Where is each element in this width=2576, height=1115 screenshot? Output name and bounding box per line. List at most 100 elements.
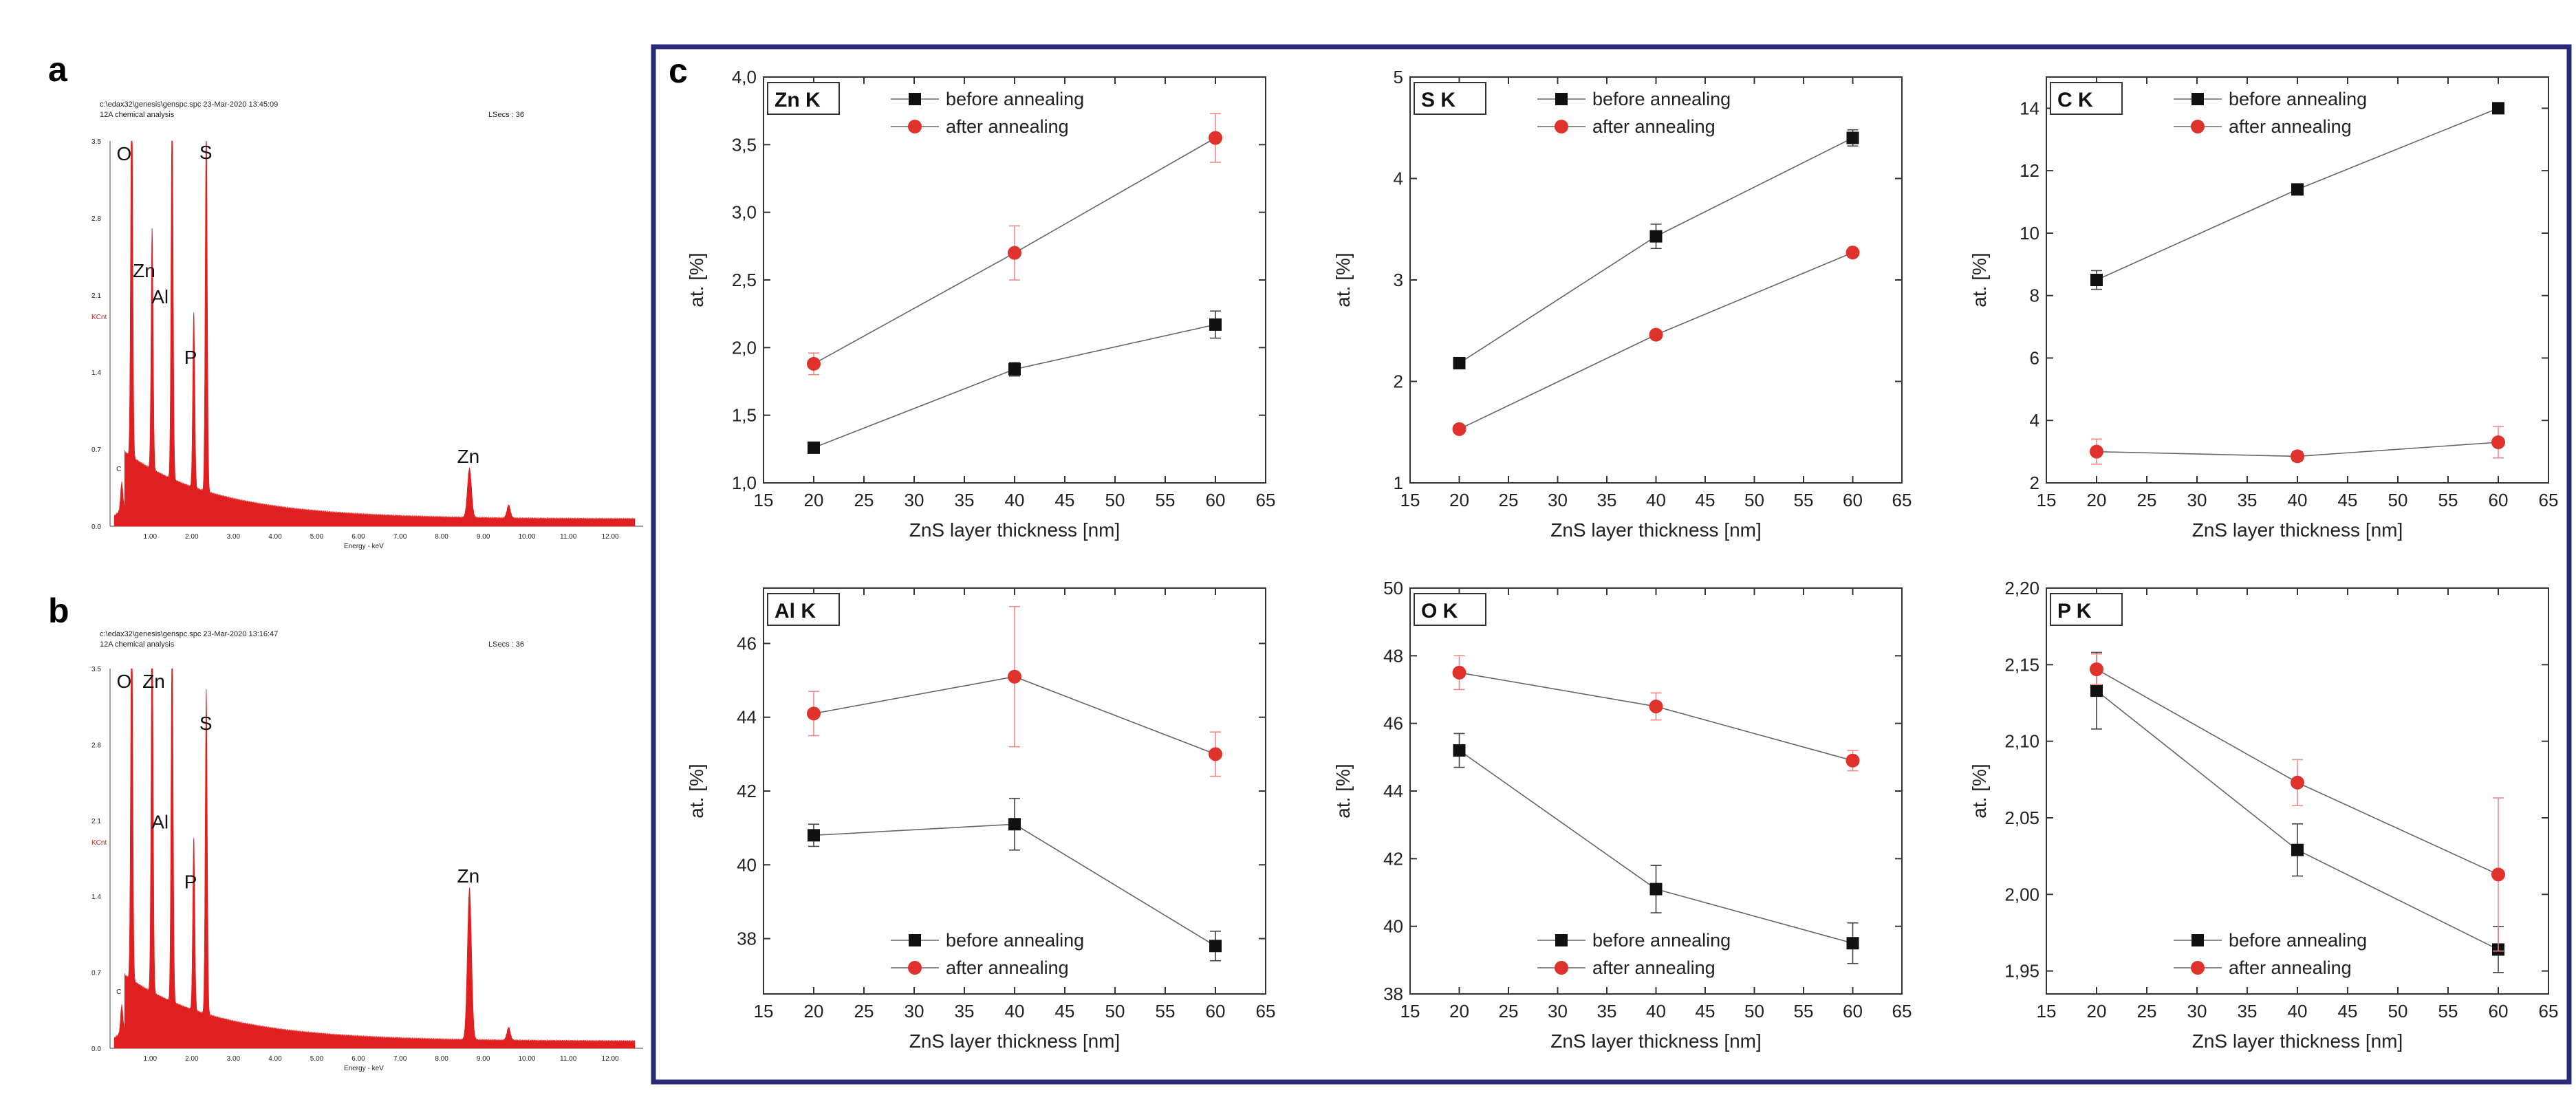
element-label-box [1414, 593, 1486, 626]
edx-x-tick-label: 5.00 [310, 533, 324, 541]
edx-x-tick-label: 1.00 [144, 1055, 158, 1063]
edx-x-tick-label: 5.00 [310, 1055, 324, 1063]
element-charts: 15 20 25 30 35 40 45 50 55 60 651,01,52,02,53,03,5… [686, 67, 2558, 1052]
x-tick-label: 15 [2037, 1001, 2057, 1021]
y-tick-label: 1 [1394, 473, 1403, 493]
edx-x-tick-label: 6.00 [351, 533, 365, 541]
element-label-text: Zn K [775, 89, 821, 111]
legend-marker-square [1555, 934, 1568, 946]
edx-x-tick-label: 2.00 [185, 1055, 199, 1063]
legend-marker-square [1555, 93, 1568, 105]
edx-x-tick-label: 7.00 [393, 533, 407, 541]
edx-header-title: 12A chemical analysis [100, 111, 175, 119]
y-tick-label: 3 [1394, 270, 1403, 290]
x-tick-label: 60 [1206, 1001, 1226, 1021]
legend-label: before annealing [1592, 89, 1731, 109]
element-label-box [2050, 593, 2123, 626]
edx-spectrum-b: b c:\edax32\genesis\genspc.spc 23-Mar-20… [48, 592, 643, 1072]
data-point-square [1649, 883, 1663, 896]
edx-peak-label: S [199, 142, 213, 163]
edx-y-tick-label: 3.5 [91, 138, 101, 146]
chart-al-k: 15 20 25 30 35 40 45 50 55 60 65 38 40 42 44 46 ZnS laye… [686, 587, 1276, 1052]
edx-header-lsecs: LSecs : 36 [488, 640, 524, 649]
data-point-circle [1649, 327, 1663, 342]
x-tick-label: 40 [2288, 490, 2308, 510]
chart-zn-k: 15 20 25 30 35 40 45 50 55 60 65 1,0 1,5 2,0 2,5 3,0 3,5… [686, 67, 1275, 541]
y-tick-label: 38 [1383, 984, 1403, 1004]
element-label-text: O K [1421, 600, 1458, 623]
edx-header-path: c:\edax32\genesis\genspc.spc 23-Mar-2020… [100, 100, 278, 109]
x-tick-label: 35 [2238, 1001, 2258, 1021]
y-axis-title: at. [%] [1969, 764, 1990, 818]
x-tick-label: 20 [1449, 490, 1469, 510]
legend-label: before annealing [1592, 930, 1731, 951]
x-axis-title: ZnS layer thickness [nm] [909, 1030, 1121, 1052]
edx-header-title: 12A chemical analysis [100, 640, 175, 649]
y-tick-label: 5 [1394, 67, 1403, 87]
edx-y-axis-label: KCnt [91, 839, 107, 847]
x-tick-label: 50 [2388, 490, 2408, 510]
x-tick-label: 65 [1892, 1001, 1912, 1021]
element-label-box [2050, 82, 2123, 115]
y-tick-label: 2 [2030, 473, 2039, 493]
edx-spectrum-a: a c:\edax32\genesis\genspc.spc 23-Mar-20… [48, 50, 643, 550]
edx-y-tick-label: 2.1 [91, 292, 101, 300]
x-tick-label: 65 [2539, 1001, 2559, 1021]
edx-peak-label: Al [151, 812, 169, 833]
data-point-square [808, 441, 820, 454]
legend-label: after annealing [946, 957, 1069, 978]
series-after-annealing [807, 606, 1222, 777]
edx-c-label: C [116, 466, 121, 473]
legend: before annealing after annealing [891, 89, 1084, 137]
x-tick-label: 65 [1256, 490, 1276, 510]
x-tick-label: 20 [1449, 1001, 1469, 1021]
x-tick-label: 20 [2087, 1001, 2107, 1021]
x-tick-label: 45 [1055, 1001, 1075, 1021]
edx-x-tick-label: 11.00 [560, 533, 577, 541]
legend-label: before annealing [946, 930, 1084, 951]
x-tick-label: 35 [955, 1001, 975, 1021]
edx-spectrum-area [113, 668, 636, 1049]
y-axis-title: at. [%] [1332, 764, 1354, 818]
series-before-annealing [1453, 733, 1859, 964]
data-point-circle [2491, 435, 2505, 449]
edx-header-path: c:\edax32\genesis\genspc.spc 23-Mar-2020… [100, 630, 278, 638]
data-point-circle [2491, 867, 2505, 882]
x-tick-label: 60 [2489, 1001, 2509, 1021]
data-point-circle [1209, 747, 1222, 761]
x-tick-label: 20 [2087, 490, 2107, 510]
edx-peak-label: S [199, 713, 213, 734]
data-point-square [808, 829, 820, 842]
legend: before annealing after annealing [891, 930, 1084, 978]
y-tick-label: 44 [1383, 781, 1403, 801]
y-tick-label: 2 [1394, 371, 1403, 392]
x-tick-label: 20 [804, 490, 824, 510]
edx-x-axis-label: Energy - keV [344, 543, 384, 550]
y-tick-label: 4 [1394, 169, 1403, 189]
y-axis-title: at. [%] [1969, 252, 1990, 307]
series-after-annealing [1452, 246, 1860, 436]
edx-y-tick-label: 0.7 [91, 970, 101, 977]
x-tick-label: 65 [1256, 1001, 1276, 1021]
chart-o-k: 15 20 25 30 35 40 45 50 55 60 65 38 40 42 44 46 48 50 ZnS … [1332, 578, 1912, 1052]
panel-letter-b: b [48, 592, 69, 630]
y-axis-title: at. [%] [1332, 252, 1354, 307]
element-label-text: Al K [775, 600, 816, 623]
element-label: P K [2050, 593, 2123, 626]
x-tick-label: 65 [2539, 490, 2559, 510]
chart-p-k: 15 20 25 30 35 40 45 50 55 60 65 1,95 2,00 2,05 2,10 2,… [1969, 578, 2558, 1052]
edx-peak-label: Zn [142, 671, 165, 692]
element-label: Al K [767, 593, 840, 626]
x-tick-label: 25 [1499, 490, 1519, 510]
data-point-circle [2291, 449, 2304, 464]
series-after-annealing [2090, 653, 2505, 952]
edx-peak-label: O [116, 143, 131, 164]
plot-frame [2046, 76, 2549, 484]
legend-label: after annealing [1592, 957, 1715, 978]
data-point-circle [807, 706, 821, 721]
edx-x-tick-label: 10.00 [518, 533, 535, 541]
x-tick-label: 60 [1843, 490, 1863, 510]
x-tick-label: 55 [2438, 490, 2458, 510]
x-tick-label: 25 [2137, 490, 2157, 510]
